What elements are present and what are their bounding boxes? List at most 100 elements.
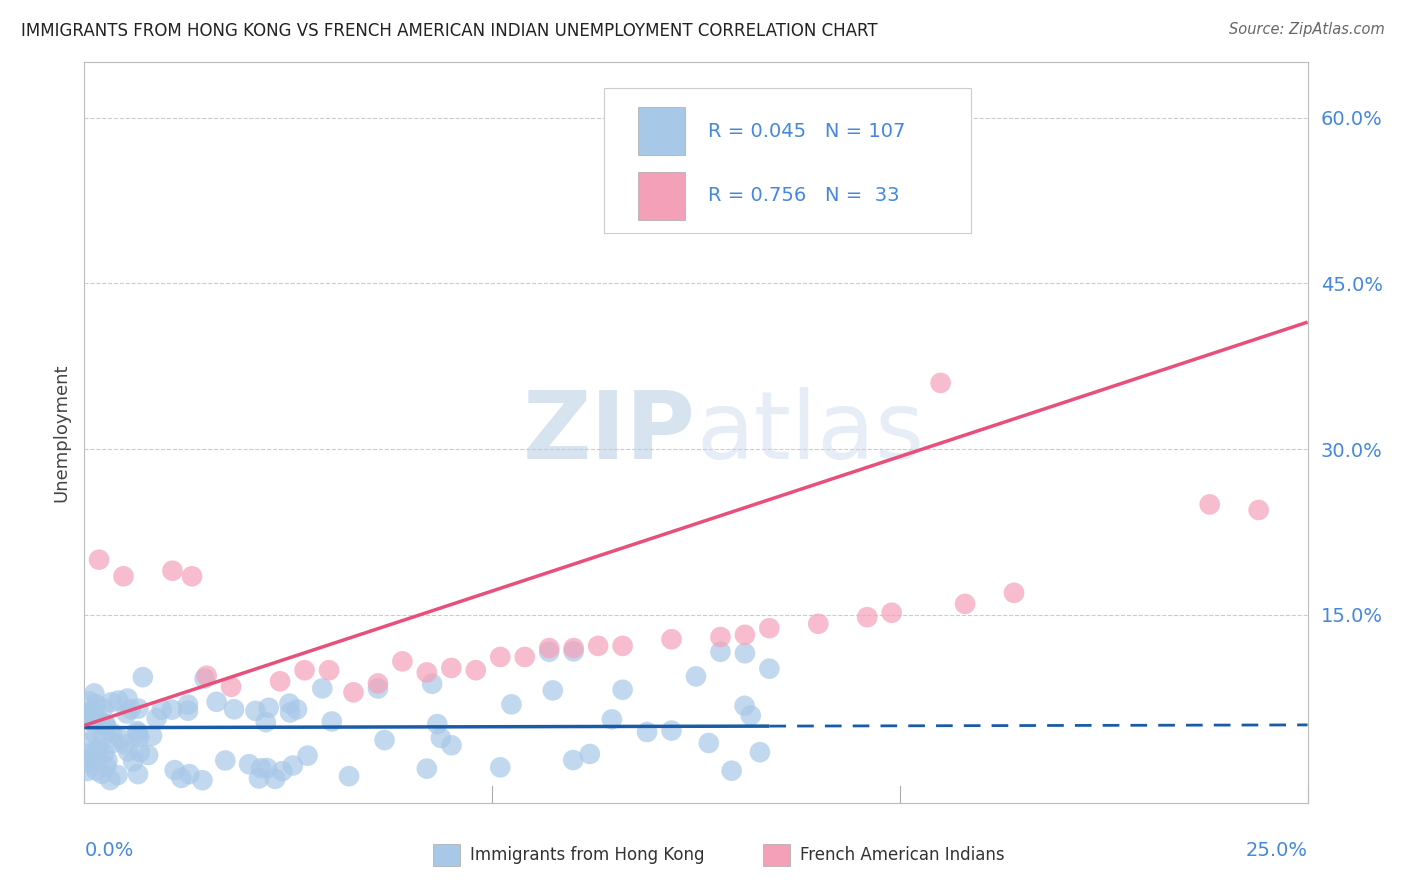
Point <box>278 697 301 711</box>
Point <box>685 669 707 683</box>
Point <box>127 726 149 740</box>
Point <box>905 177 928 191</box>
Point <box>541 683 564 698</box>
Point <box>281 758 304 772</box>
Point <box>440 738 463 752</box>
Point <box>117 744 139 758</box>
Point <box>697 736 720 750</box>
Point <box>76 756 98 771</box>
Point <box>222 702 245 716</box>
Point <box>94 718 117 732</box>
Text: French American Indians: French American Indians <box>800 846 1004 863</box>
Point <box>170 771 193 785</box>
Point <box>929 376 952 390</box>
Text: R = 0.045   N = 107: R = 0.045 N = 107 <box>709 122 905 141</box>
Point <box>734 646 756 660</box>
Point <box>513 649 536 664</box>
Point <box>311 681 333 696</box>
Point <box>661 632 683 647</box>
Point <box>214 754 236 768</box>
Point <box>100 695 122 709</box>
Point <box>586 639 609 653</box>
Bar <box>638 171 685 219</box>
Point <box>125 724 148 739</box>
Point <box>321 714 343 729</box>
Point <box>79 694 101 708</box>
Point <box>562 644 585 658</box>
Point <box>76 764 98 778</box>
Point <box>86 717 108 731</box>
Point <box>318 663 340 677</box>
Point <box>271 764 294 779</box>
Point <box>416 665 439 680</box>
Point <box>612 682 634 697</box>
Point <box>114 738 136 752</box>
Point <box>76 706 98 720</box>
Bar <box>433 844 460 866</box>
Point <box>83 706 105 720</box>
Point <box>84 727 107 741</box>
Point <box>297 748 319 763</box>
Point <box>86 711 108 725</box>
Point <box>740 708 762 723</box>
Point <box>238 757 260 772</box>
Point <box>128 730 150 744</box>
Point <box>661 723 683 738</box>
Text: Source: ZipAtlas.com: Source: ZipAtlas.com <box>1229 22 1385 37</box>
Point <box>93 717 115 731</box>
Point <box>80 752 103 766</box>
Point <box>1002 586 1025 600</box>
Point <box>285 702 308 716</box>
Point <box>709 645 731 659</box>
Point <box>264 772 287 786</box>
Point <box>93 729 115 743</box>
Point <box>77 736 100 750</box>
Text: Immigrants from Hong Kong: Immigrants from Hong Kong <box>470 846 704 863</box>
Point <box>420 677 443 691</box>
Bar <box>763 844 790 866</box>
Point <box>426 717 449 731</box>
Point <box>150 703 173 717</box>
Point <box>256 761 278 775</box>
Point <box>96 754 118 768</box>
Point <box>87 742 110 756</box>
Point <box>294 663 316 677</box>
Point <box>179 767 201 781</box>
Point <box>101 725 124 739</box>
Point <box>538 645 561 659</box>
Text: atlas: atlas <box>696 386 924 479</box>
Point <box>278 706 301 720</box>
Point <box>103 736 125 750</box>
Point <box>195 669 218 683</box>
Point <box>416 762 439 776</box>
Point <box>117 691 139 706</box>
Point <box>127 701 149 715</box>
Point <box>337 769 360 783</box>
Point <box>141 729 163 743</box>
Point <box>734 698 756 713</box>
Point <box>82 709 104 723</box>
Point <box>94 717 117 731</box>
Point <box>79 746 101 760</box>
Point <box>160 703 183 717</box>
Point <box>538 641 561 656</box>
Point <box>205 695 228 709</box>
Point <box>247 772 270 786</box>
Point <box>1198 498 1220 512</box>
FancyBboxPatch shape <box>605 88 972 233</box>
Point <box>86 746 108 760</box>
Point <box>91 701 114 715</box>
Point <box>430 731 453 745</box>
Point <box>84 764 107 778</box>
Bar <box>638 107 685 155</box>
Point <box>734 628 756 642</box>
Point <box>367 681 389 696</box>
Point <box>579 747 602 761</box>
Point <box>75 709 97 723</box>
Point <box>120 702 142 716</box>
Point <box>562 641 585 656</box>
Point <box>250 761 273 775</box>
Point <box>87 552 110 566</box>
Point <box>367 676 389 690</box>
Point <box>880 606 903 620</box>
